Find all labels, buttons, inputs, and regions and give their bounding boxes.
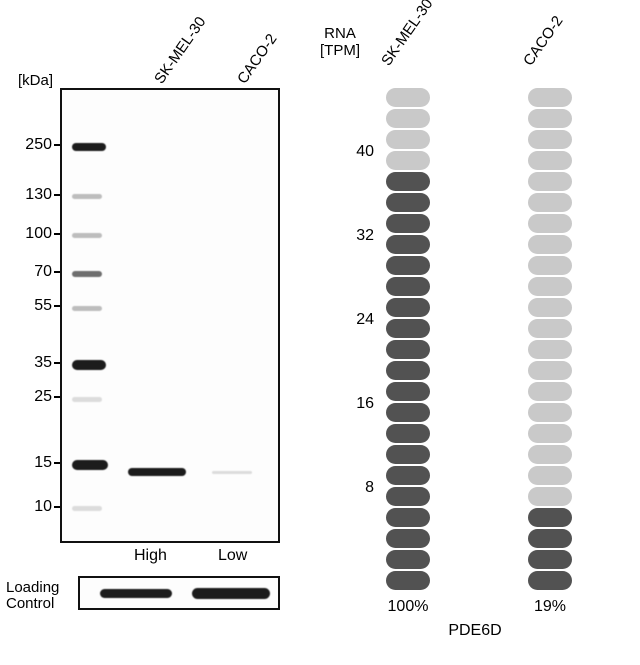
lane-label-2: CACO-2: [234, 31, 280, 87]
tpm-pill: [528, 214, 572, 233]
tpm-pill: [386, 340, 430, 359]
tpm-pill: [528, 319, 572, 338]
tpm-pill: [386, 382, 430, 401]
tpm-pill: [386, 487, 430, 506]
tpm-pill: [386, 529, 430, 548]
tpm-tick: 32: [356, 227, 374, 245]
mw-tick: 15: [34, 454, 52, 472]
sample-band: [212, 471, 252, 474]
tpm-pill: [528, 466, 572, 485]
tpm-pill: [528, 508, 572, 527]
pct-label-1: 100%: [382, 598, 434, 616]
loading-control-frame: [78, 576, 280, 610]
tpm-tick: 24: [356, 311, 374, 329]
pct-label-2: 19%: [524, 598, 576, 616]
tpm-pill: [528, 109, 572, 128]
loading-control-band: [100, 589, 172, 598]
tpm-tick: 8: [365, 479, 374, 497]
tpm-pill: [386, 235, 430, 254]
tpm-axis: 40 32 24 16 8: [340, 60, 374, 590]
mw-tick: 25: [34, 388, 52, 406]
tpm-pill: [386, 277, 430, 296]
tpm-pill: [528, 88, 572, 107]
tpm-pill: [386, 466, 430, 485]
tpm-pill: [528, 571, 572, 590]
ladder-band: [72, 460, 108, 470]
tpm-pill: [386, 214, 430, 233]
sample-band: [128, 468, 186, 476]
lane-label-1: SK-MEL-30: [151, 14, 209, 87]
tpm-pill: [386, 361, 430, 380]
tpm-pill: [386, 130, 430, 149]
tpm-pill: [386, 151, 430, 170]
rna-col-label-1: SK-MEL-30: [378, 0, 436, 69]
tpm-tick: 16: [356, 395, 374, 413]
tpm-pill: [528, 424, 572, 443]
lane-level-high: High: [134, 547, 167, 565]
tpm-pill: [528, 277, 572, 296]
tpm-pill: [528, 172, 572, 191]
ladder-band: [72, 271, 102, 277]
tpm-pill: [528, 256, 572, 275]
tpm-pill: [386, 172, 430, 191]
tpm-pill: [528, 340, 572, 359]
blot-frame: [60, 88, 280, 543]
tpm-pill: [528, 361, 572, 380]
pill-column-1: [386, 60, 430, 590]
tpm-pill: [386, 403, 430, 422]
tpm-pill: [528, 151, 572, 170]
tpm-pill: [528, 130, 572, 149]
ladder-band: [72, 194, 102, 199]
rna-axis-label: RNA[TPM]: [320, 26, 360, 59]
mw-tick: 55: [34, 297, 52, 315]
high-low-row: High Low: [60, 547, 280, 569]
ladder-band: [72, 360, 106, 370]
mw-tick: 130: [25, 186, 52, 204]
tpm-pill: [528, 193, 572, 212]
mw-tick: 35: [34, 354, 52, 372]
western-blot-panel: [kDa] SK-MEL-30 CACO-2 25013010070553525…: [0, 0, 300, 665]
tpm-pill: [528, 403, 572, 422]
pill-column-2: [528, 60, 572, 590]
tpm-pill: [528, 550, 572, 569]
mw-tick: 100: [25, 225, 52, 243]
kda-axis-label: [kDa]: [18, 72, 53, 89]
mw-tick: 10: [34, 498, 52, 516]
tpm-pill: [386, 550, 430, 569]
mw-axis: 250 130 100 70 55 35 25 15 10: [14, 88, 60, 543]
tpm-pill: [386, 109, 430, 128]
ladder-band: [72, 306, 102, 311]
loading-control-label: LoadingControl: [6, 580, 59, 612]
tpm-pill: [528, 298, 572, 317]
mw-tick: 70: [34, 263, 52, 281]
rna-tpm-panel: RNA[TPM] SK-MEL-30 CACO-2 403224168 100%…: [310, 0, 640, 665]
tpm-tick: 40: [356, 143, 374, 161]
tpm-pill: [386, 424, 430, 443]
tpm-pill: [528, 382, 572, 401]
tpm-pill: [386, 445, 430, 464]
loading-control-band: [192, 588, 270, 599]
ladder-band: [72, 506, 102, 511]
tpm-pill: [386, 319, 430, 338]
ladder-band: [72, 143, 106, 151]
tpm-pill: [386, 193, 430, 212]
tpm-pill: [528, 487, 572, 506]
ladder-band: [72, 397, 102, 402]
gene-label: PDE6D: [310, 622, 640, 640]
tpm-pill: [386, 88, 430, 107]
lane-level-low: Low: [218, 547, 247, 565]
tpm-pill: [528, 445, 572, 464]
tpm-pill: [386, 508, 430, 527]
tpm-pill: [528, 235, 572, 254]
tpm-pill: [386, 298, 430, 317]
tpm-pill: [528, 529, 572, 548]
tpm-pill: [386, 571, 430, 590]
mw-tick: 250: [25, 136, 52, 154]
tpm-pill: [386, 256, 430, 275]
ladder-band: [72, 233, 102, 238]
